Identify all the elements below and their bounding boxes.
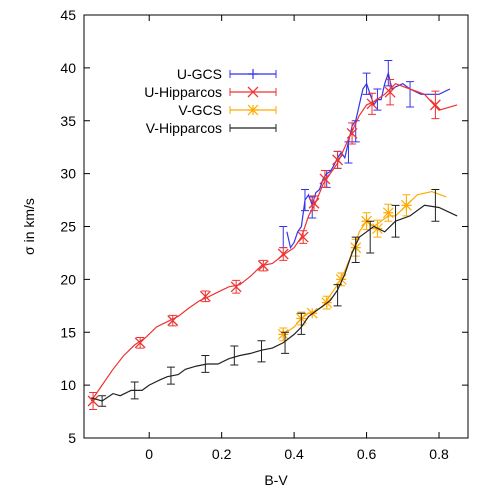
legend-label: V-GCS: [178, 102, 222, 118]
error-bar: [391, 204, 400, 238]
x-tick-label: 0.6: [357, 446, 377, 462]
x-axis-title: B-V: [264, 472, 288, 488]
error-bar: [362, 72, 371, 95]
error-bar: [384, 59, 393, 87]
error-bar: [279, 226, 288, 249]
data-point: [297, 231, 309, 243]
legend-marker: [247, 86, 259, 98]
x-tick-label: 0.2: [212, 446, 232, 462]
data-point: [346, 127, 358, 139]
legend: U-GCS U-Hipparcos V-GCS V-Hipparcos: [144, 66, 277, 136]
error-bar: [130, 381, 139, 400]
error-bar: [406, 81, 415, 108]
error-bar: [300, 188, 309, 212]
data-point: [134, 337, 146, 349]
x-tick-label: 0.8: [429, 446, 449, 462]
x-tick-label: 0.4: [284, 446, 304, 462]
data-point: [199, 290, 211, 302]
error-bar: [366, 220, 375, 254]
plot-area: [87, 59, 458, 410]
y-tick-label: 40: [60, 60, 76, 76]
legend-marker: [247, 104, 259, 116]
data-point: [277, 328, 289, 340]
error-bar: [308, 196, 317, 219]
data-point: [277, 248, 289, 260]
legend-bar-caps: [229, 88, 277, 96]
data-point: [366, 98, 378, 110]
error-bar: [98, 395, 107, 407]
error-bar: [431, 188, 440, 222]
data-point: [257, 260, 269, 272]
error-bar: [333, 284, 342, 307]
data-point: [230, 281, 242, 293]
error-bar: [257, 340, 266, 363]
series-v-hipparcos: [91, 188, 458, 407]
error-bar: [351, 236, 360, 263]
legend-label: U-GCS: [177, 66, 222, 82]
y-tick-label: 45: [60, 7, 76, 23]
error-bar: [297, 312, 306, 335]
y-tick-label: 30: [60, 166, 76, 182]
error-bar: [230, 345, 239, 366]
y-tick-label: 25: [60, 219, 76, 235]
data-point: [335, 273, 347, 285]
axes: 0 0.2 0.4 0.6 0.8 5 10 15 20 25 30 35 40 45: [60, 7, 469, 462]
legend-marker: [248, 69, 258, 79]
y-tick-label: 15: [60, 324, 76, 340]
y-tick-label: 20: [60, 271, 76, 287]
data-point: [384, 86, 396, 98]
legend-bar-caps: [229, 70, 277, 78]
legend-label: V-Hipparcos: [146, 120, 222, 136]
data-point: [167, 315, 179, 327]
y-axis-title: σ in km/s: [21, 198, 37, 255]
data-point: [308, 197, 320, 209]
error-bar: [281, 331, 290, 354]
data-point: [429, 99, 441, 111]
error-bar: [344, 141, 353, 164]
plot-frame: [83, 14, 469, 439]
legend-bar-caps: [229, 106, 277, 114]
data-point: [382, 207, 394, 219]
legend-bar-caps: [229, 124, 277, 132]
data-point: [332, 154, 344, 166]
data-point: [87, 395, 99, 407]
error-bar: [166, 366, 175, 385]
y-tick-label: 35: [60, 113, 76, 129]
x-tick-label: 0: [145, 446, 153, 462]
data-point: [319, 173, 331, 185]
y-tick-label: 10: [60, 377, 76, 393]
data-point: [400, 199, 412, 211]
legend-label: U-Hipparcos: [144, 84, 222, 100]
series-line: [91, 204, 458, 402]
error-bar: [201, 355, 210, 373]
series-u-hipparcos: [87, 79, 458, 410]
y-tick-label: 5: [68, 430, 76, 446]
